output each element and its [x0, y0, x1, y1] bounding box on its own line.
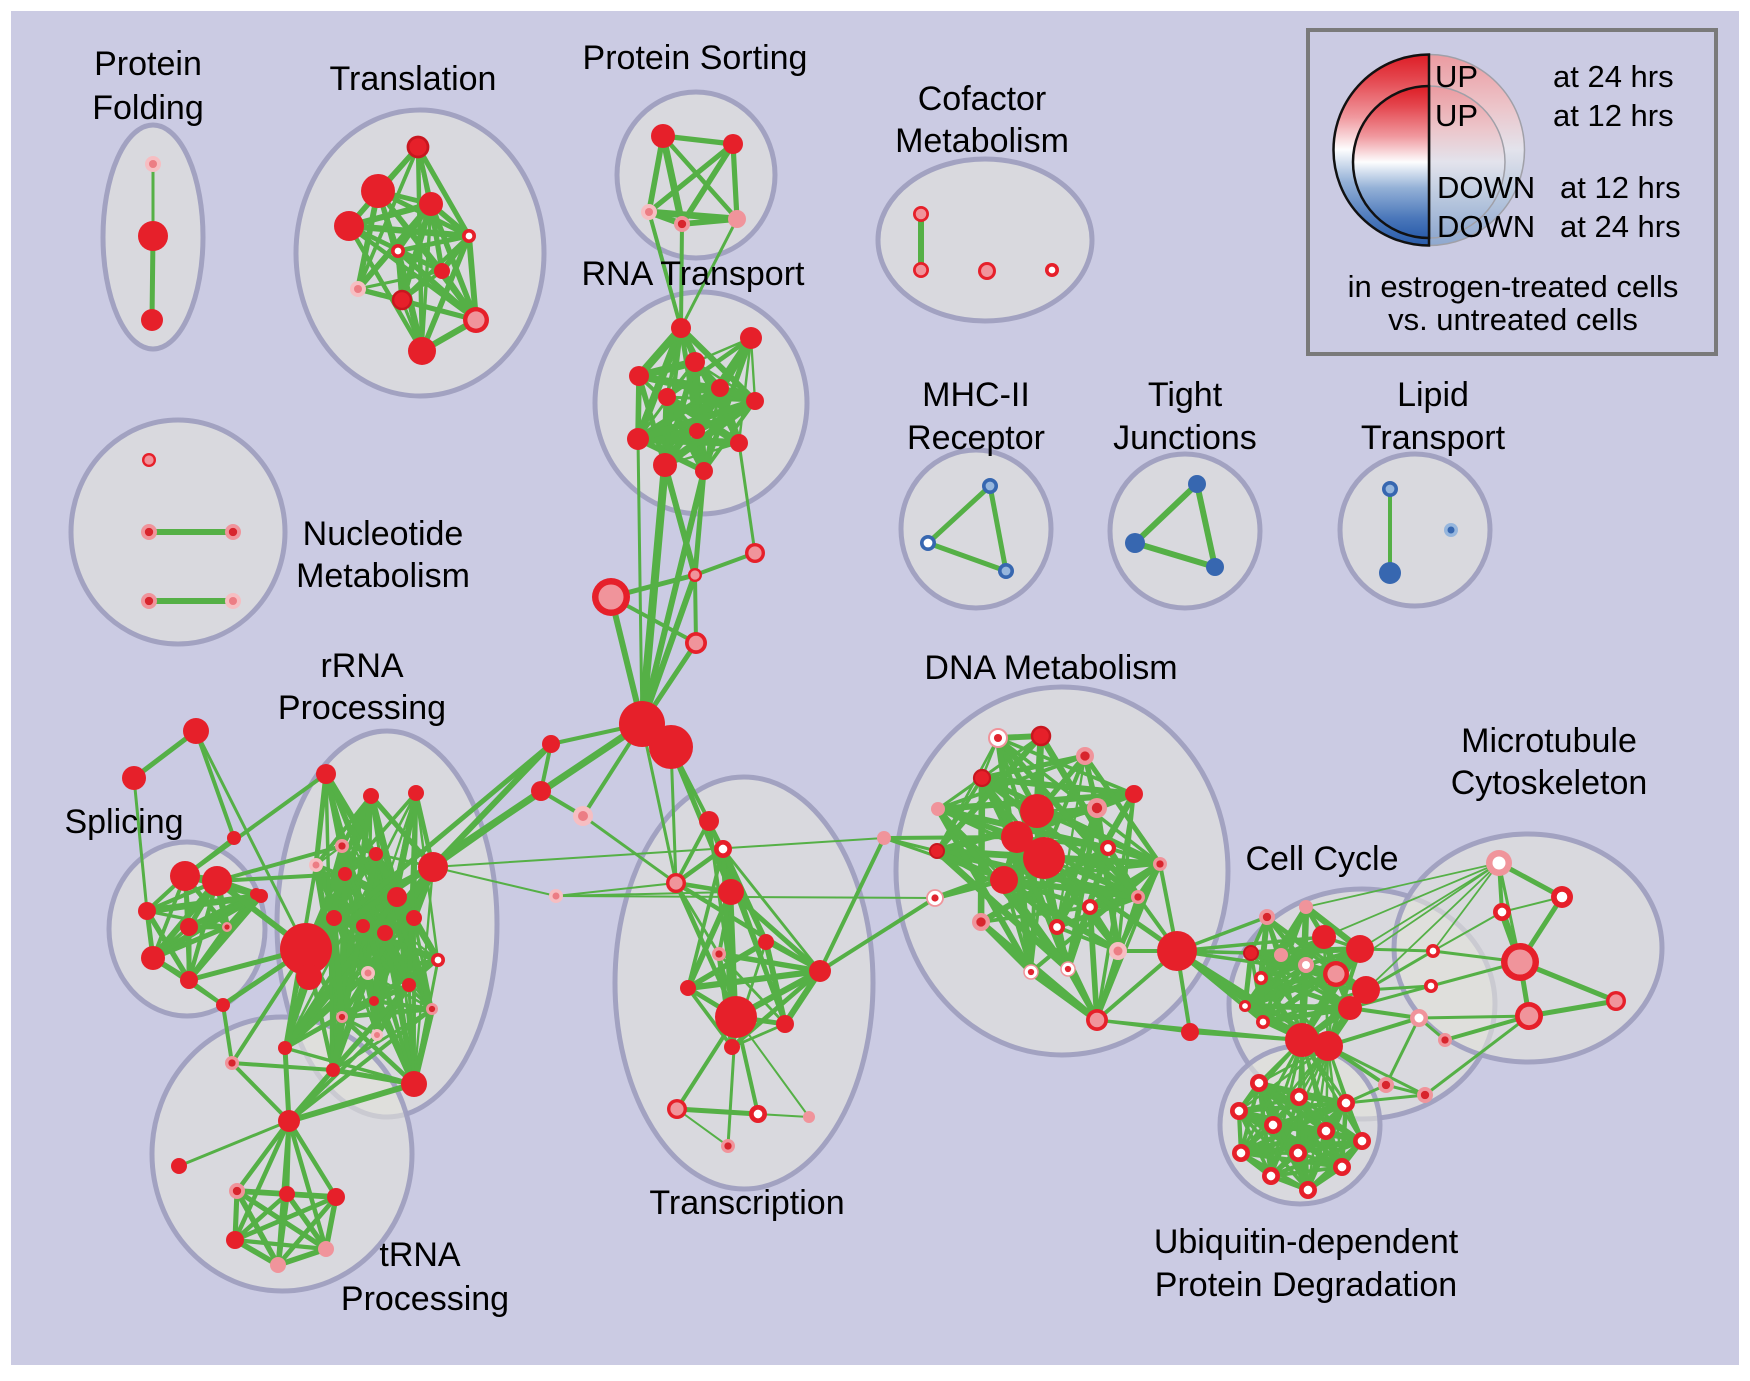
svg-text:Ubiquitin-dependent: Ubiquitin-dependent: [1154, 1223, 1459, 1261]
svg-text:Protein Degradation: Protein Degradation: [1155, 1266, 1457, 1304]
svg-text:UP: UP: [1435, 59, 1478, 94]
svg-text:Translation: Translation: [330, 60, 497, 98]
svg-text:Microtubule: Microtubule: [1461, 722, 1637, 760]
svg-text:DNA Metabolism: DNA Metabolism: [924, 649, 1177, 687]
svg-text:Processing: Processing: [278, 689, 446, 727]
svg-text:Folding: Folding: [92, 89, 204, 127]
svg-text:DOWN: DOWN: [1437, 170, 1535, 205]
svg-text:Protein: Protein: [94, 45, 202, 83]
svg-text:Tight: Tight: [1148, 376, 1223, 414]
svg-text:Splicing: Splicing: [64, 803, 183, 841]
svg-text:rRNA: rRNA: [320, 647, 403, 685]
svg-text:Cell Cycle: Cell Cycle: [1245, 840, 1398, 878]
svg-text:at 12 hrs: at 12 hrs: [1560, 170, 1681, 205]
svg-text:at 24 hrs: at 24 hrs: [1553, 59, 1674, 94]
svg-text:Nucleotide: Nucleotide: [303, 515, 464, 553]
svg-text:Junctions: Junctions: [1113, 419, 1257, 457]
svg-text:Transcription: Transcription: [649, 1184, 844, 1222]
svg-text:Protein Sorting: Protein Sorting: [583, 39, 808, 77]
svg-text:Lipid: Lipid: [1397, 376, 1469, 414]
svg-text:Metabolism: Metabolism: [296, 557, 470, 595]
svg-text:vs. untreated cells: vs. untreated cells: [1388, 302, 1638, 337]
svg-text:Cytoskeleton: Cytoskeleton: [1451, 764, 1648, 802]
svg-text:Receptor: Receptor: [907, 419, 1045, 457]
svg-text:Metabolism: Metabolism: [895, 122, 1069, 160]
svg-text:in estrogen-treated cells: in estrogen-treated cells: [1348, 269, 1679, 304]
svg-text:DOWN: DOWN: [1437, 209, 1535, 244]
svg-text:UP: UP: [1435, 98, 1478, 133]
svg-text:at 12 hrs: at 12 hrs: [1553, 98, 1674, 133]
svg-text:tRNA: tRNA: [379, 1236, 461, 1274]
svg-text:MHC-II: MHC-II: [922, 376, 1030, 414]
svg-text:Cofactor: Cofactor: [918, 80, 1047, 118]
svg-text:Transport: Transport: [1361, 419, 1506, 457]
svg-text:Processing: Processing: [341, 1280, 509, 1318]
svg-text:at 24 hrs: at 24 hrs: [1560, 209, 1681, 244]
svg-text:RNA Transport: RNA Transport: [582, 255, 806, 293]
